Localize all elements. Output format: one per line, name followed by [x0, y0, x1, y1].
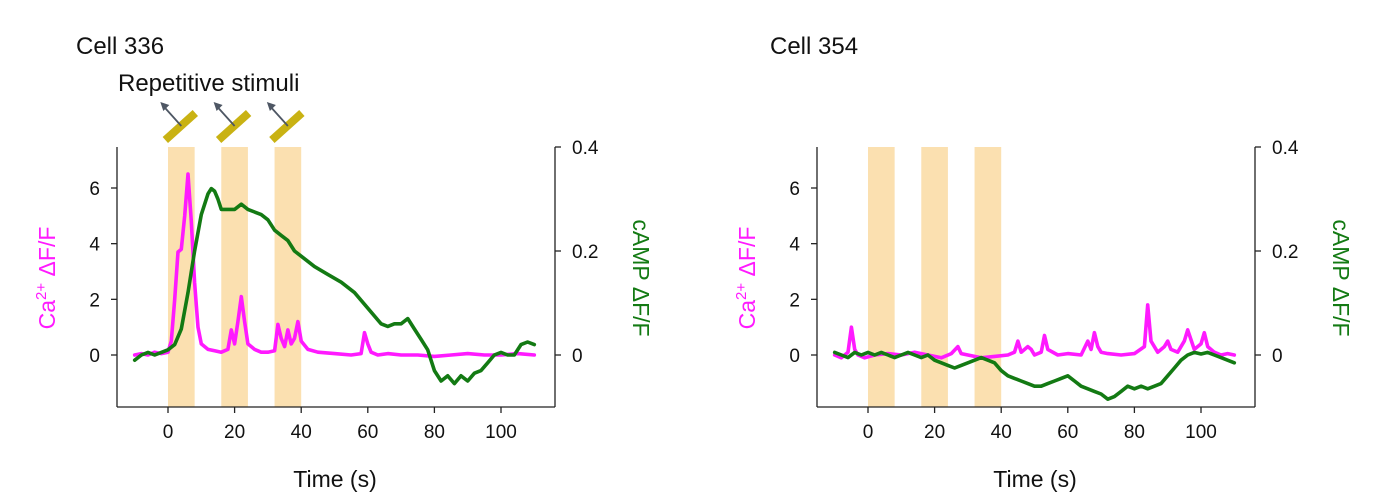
calcium-trace: [132, 172, 537, 359]
y-tick-label-left: 4: [789, 235, 800, 256]
x-tick-label: 40: [291, 422, 312, 443]
panel-title: Cell 336: [76, 33, 164, 60]
x-tick-label: 60: [1057, 422, 1078, 443]
stimulus-arrow-head: [160, 102, 170, 111]
y-tick-label-left: 0: [89, 346, 100, 367]
stimulus-band-1: [868, 147, 895, 407]
y-tick-label-left: 2: [789, 290, 800, 311]
y-tick-label-right: 0.2: [572, 242, 598, 263]
y-axis-label-right: cAMP ΔF/F: [628, 219, 654, 336]
x-tick-label: 20: [924, 422, 945, 443]
stimulus-band-2: [221, 147, 248, 407]
y-tick-label-left: 4: [89, 235, 100, 256]
x-tick-label: 20: [224, 422, 245, 443]
x-tick-label: 0: [163, 422, 174, 443]
y-tick-label-right: 0: [572, 346, 583, 367]
y-tick-label-right: 0.4: [1272, 138, 1299, 159]
stimulus-band-2: [921, 147, 948, 407]
stimulus-icon-3: [266, 102, 305, 143]
stimulus-bar: [162, 110, 198, 143]
y-tick-label-right: 0: [1272, 346, 1283, 367]
x-tick-label: 80: [1124, 422, 1145, 443]
y-tick-label-left: 6: [89, 179, 100, 200]
stimulus-arrow-shaft: [215, 105, 236, 127]
stimulus-bar: [269, 110, 305, 143]
y-tick-label-left: 2: [89, 290, 100, 311]
camp-trace: [132, 186, 537, 386]
y-tick-label-right: 0.2: [1272, 242, 1298, 263]
camp-trace: [832, 350, 1237, 401]
stimulus-icon-1: [160, 102, 198, 143]
y-axis-label-right: cAMP ΔF/F: [1328, 219, 1354, 336]
x-tick-label: 60: [357, 422, 378, 443]
stimulus-icon-2: [213, 102, 252, 143]
x-axis-label: Time (s): [293, 466, 376, 492]
x-tick-label: 40: [991, 422, 1012, 443]
stimulus-band-3: [274, 147, 302, 407]
y-tick-label-left: 0: [789, 346, 800, 367]
stimulus-bar: [215, 110, 252, 143]
stimulus-arrow-shaft: [269, 105, 289, 127]
stimuli-annotation: Repetitive stimuli: [118, 70, 299, 97]
y-tick-label-right: 0.4: [572, 138, 599, 159]
y-axis-label-left: Ca2+ ΔF/F: [33, 227, 60, 330]
stimulus-arrow-head: [266, 102, 276, 111]
x-tick-label: 0: [863, 422, 874, 443]
stimulus-arrow-shaft: [162, 105, 182, 127]
x-tick-label: 80: [424, 422, 445, 443]
y-tick-label-left: 6: [789, 179, 800, 200]
x-tick-label: 100: [485, 422, 517, 443]
y-axis-label-left: Ca2+ ΔF/F: [733, 227, 760, 330]
x-axis-label: Time (s): [993, 466, 1076, 492]
stimulus-arrow-head: [213, 102, 223, 111]
x-tick-label: 100: [1185, 422, 1217, 443]
panel-title: Cell 354: [770, 33, 858, 60]
